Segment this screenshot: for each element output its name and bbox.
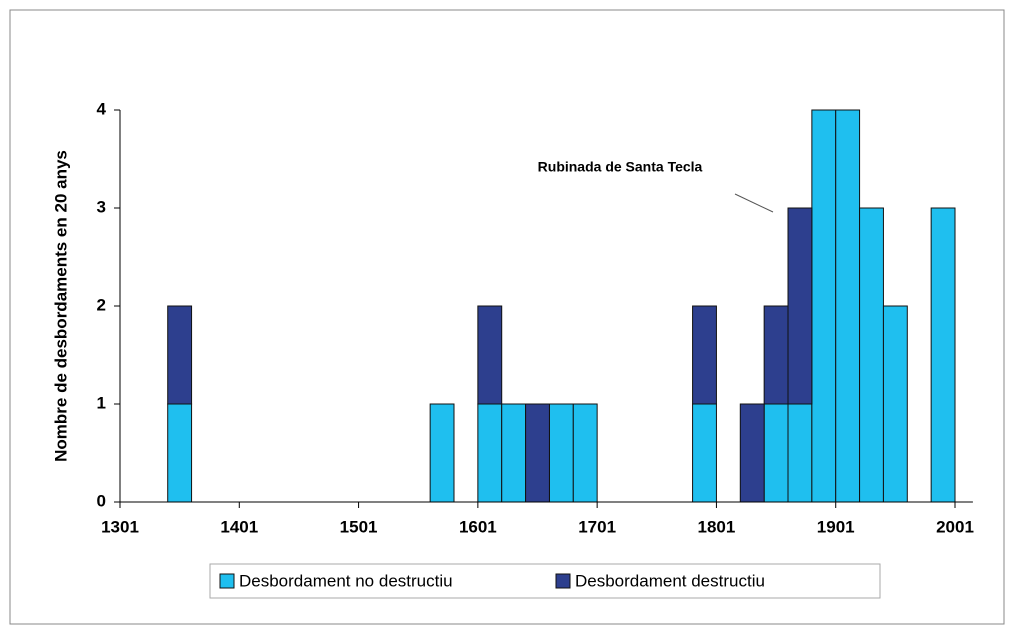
legend (209, 563, 881, 599)
x-tick-label: 1601 (459, 517, 497, 536)
y-tick-label: 2 (97, 295, 106, 314)
y-tick-label: 3 (97, 197, 106, 216)
legend-label: Desbordament destructiu (575, 571, 765, 590)
bar (477, 403, 503, 503)
x-tick-label: 1901 (817, 517, 855, 536)
annotation: Rubinada de Santa Tecla (538, 159, 703, 175)
x-tick-label: 1501 (340, 517, 378, 536)
x-tick-label: 1401 (220, 517, 258, 536)
frame (9, 9, 1005, 625)
y-tick-label: 0 (97, 491, 106, 510)
annotation-arrow (734, 193, 774, 213)
legend-label: Desbordament no destructiu (239, 571, 453, 590)
bar (763, 305, 789, 405)
legend-swatch (219, 573, 235, 589)
bar (787, 207, 813, 405)
x-tick-label: 1301 (101, 517, 139, 536)
legend-swatch (555, 573, 571, 589)
bar (882, 305, 908, 503)
bar (739, 403, 765, 503)
bar (692, 305, 717, 405)
bar (525, 403, 550, 503)
x-tick-label: 1701 (578, 517, 616, 536)
x-tick-label: 2001 (936, 517, 974, 536)
bar (167, 305, 193, 405)
bar (787, 403, 813, 503)
bar (572, 403, 598, 503)
bar (167, 403, 193, 503)
bar (763, 403, 789, 503)
bar (930, 207, 956, 503)
bar (835, 109, 861, 503)
bar (692, 403, 717, 503)
bar (811, 109, 837, 503)
y-tick-label: 4 (97, 99, 107, 118)
x-tick-label: 1801 (698, 517, 736, 536)
bar (429, 403, 455, 503)
y-tick-label: 1 (97, 393, 106, 412)
bar (548, 403, 574, 503)
y-axis-label: Nombre de desbordaments en 20 anys (51, 150, 70, 462)
bar (859, 207, 884, 503)
bar (501, 403, 527, 503)
bar (477, 305, 503, 405)
